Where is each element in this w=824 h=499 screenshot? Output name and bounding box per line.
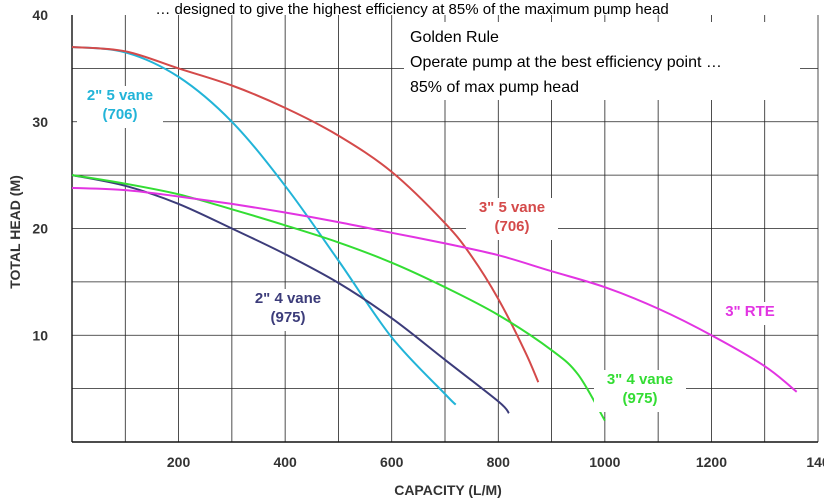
series-label-3in-4-vane: 3" 4 vane	[607, 371, 673, 388]
x-tick-label: 800	[487, 454, 511, 470]
tick-labels: 200 400 600 800 1000 1200 140 10 20 30 40	[32, 7, 824, 470]
series-label-background	[594, 370, 686, 412]
series-label-3in-rte: 3" RTE	[725, 303, 775, 320]
golden-rule-note: Golden Rule Operate pump at the best eff…	[404, 22, 800, 100]
series-line-2in-5-vane	[71, 46, 457, 406]
series-label-background	[242, 289, 334, 331]
axes	[71, 15, 818, 443]
y-tick-label: 40	[32, 7, 48, 23]
x-tick-label: 200	[167, 454, 191, 470]
series-label-3in-5-vane: 3" 5 vane	[479, 199, 545, 216]
y-tick-label: 10	[32, 327, 48, 343]
x-tick-label: 1200	[696, 454, 727, 470]
series-label-background	[77, 86, 163, 128]
y-tick-label: 30	[32, 114, 48, 130]
x-axis-label: CAPACITY (L/M)	[394, 482, 502, 498]
series-lines	[71, 46, 798, 422]
y-axis-label: TOTAL HEAD (M)	[7, 175, 23, 289]
series-label-2in-5-vane: 2" 5 vane	[87, 87, 153, 104]
x-tick-label: 140	[806, 454, 824, 470]
series-label-background	[715, 302, 785, 325]
series-label-3in-4-vane: (975)	[622, 390, 657, 407]
golden-rule-line2: 85% of max pump head	[410, 79, 579, 96]
series-line-2in-4-vane	[71, 174, 510, 414]
series-label-2in-4-vane: (975)	[270, 309, 305, 326]
series-label-2in-5-vane: (706)	[102, 106, 137, 123]
golden-rule-line1: Operate pump at the best efficiency poin…	[410, 54, 722, 71]
x-tick-label: 1000	[589, 454, 620, 470]
x-tick-label: 600	[380, 454, 404, 470]
y-tick-label: 20	[32, 221, 48, 237]
series-labels: 2" 5 vane (706) 3" 5 vane (706) 2" 4 vane (97…	[77, 86, 785, 412]
series-label-background	[466, 198, 558, 240]
top-caption: … designed to give the highest efficienc…	[155, 1, 668, 18]
golden-rule-note-background	[404, 22, 800, 100]
series-line-3in-5-vane	[71, 46, 540, 383]
series-label-2in-4-vane: 2" 4 vane	[255, 290, 321, 307]
series-line-3in-4-vane	[71, 174, 606, 422]
series-label-3in-5-vane: (706)	[494, 218, 529, 235]
golden-rule-title: Golden Rule	[410, 29, 499, 46]
x-tick-label: 400	[273, 454, 297, 470]
series-line-3in-rte	[71, 186, 798, 393]
